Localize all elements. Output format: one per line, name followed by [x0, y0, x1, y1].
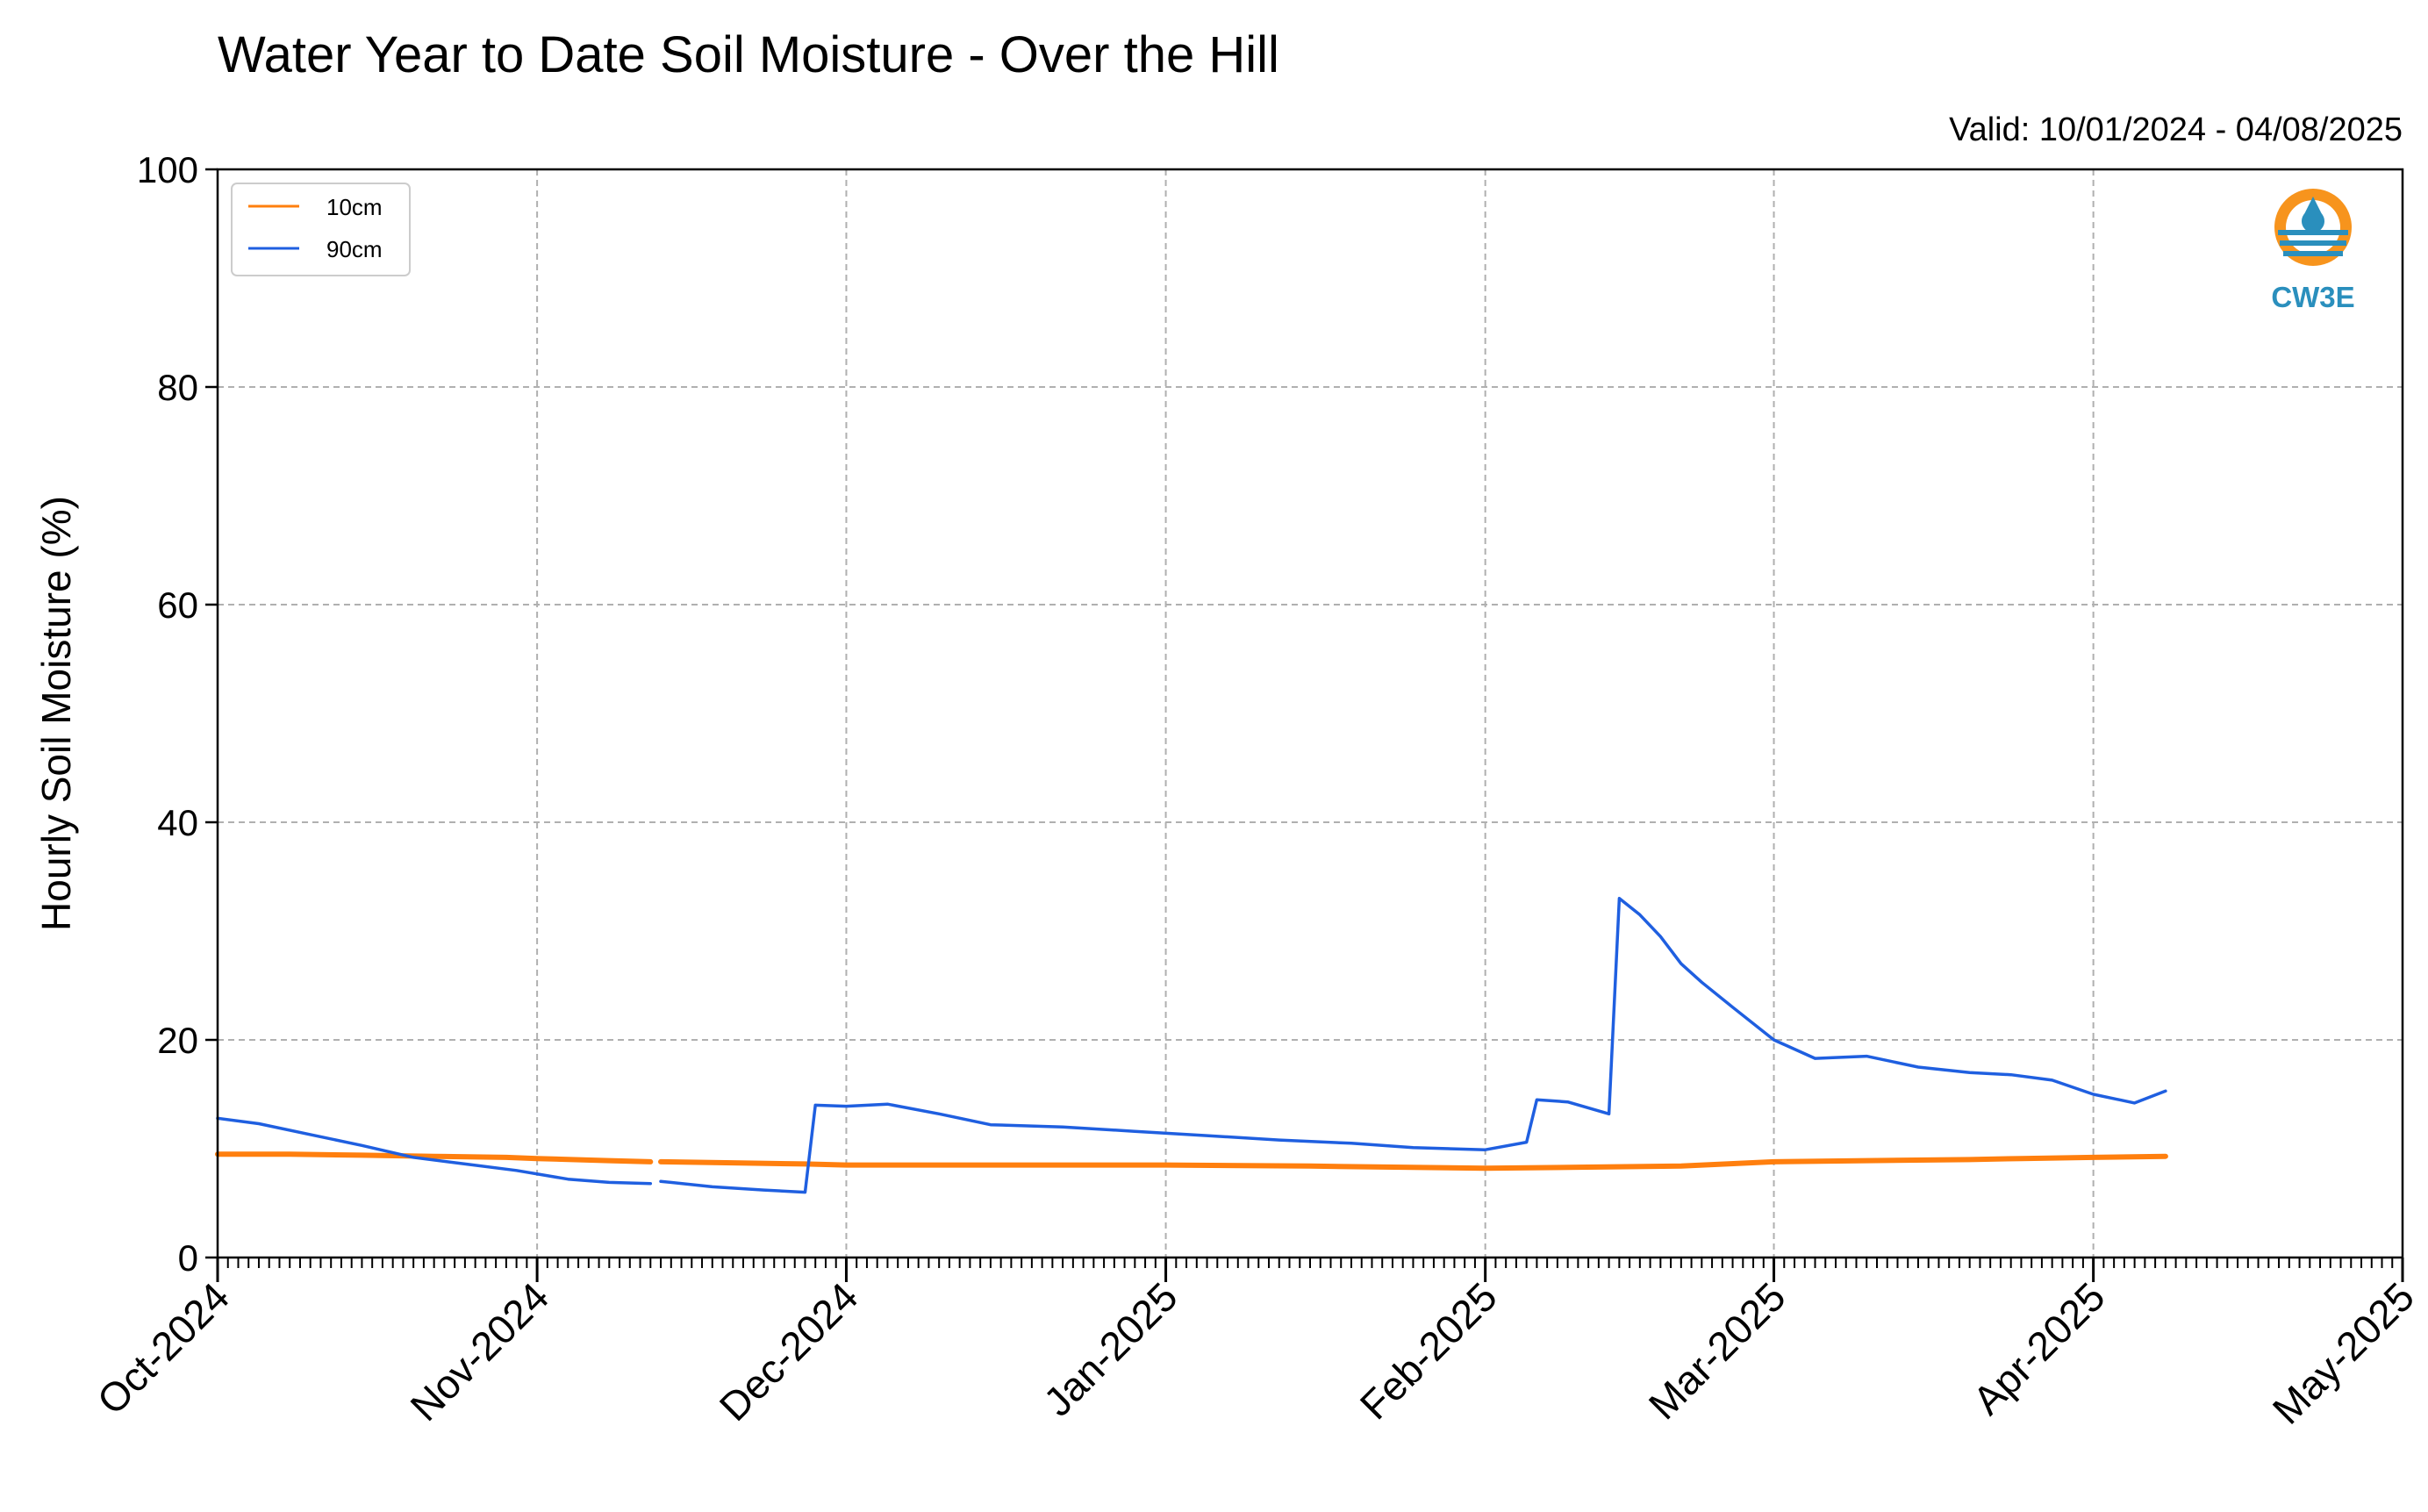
chart-subtitle: Valid: 10/01/2024 - 04/08/2025: [1949, 111, 2403, 148]
series-line-10cm: [658, 1153, 2168, 1172]
x-tick-label: Nov-2024: [401, 1273, 557, 1430]
x-axis: Oct-2024 Nov-2024 Dec-2024 Jan-2025 Feb-2025…: [89, 1258, 2423, 1433]
y-tick-label: 60: [157, 584, 198, 626]
cw3e-logo: CW3E: [2271, 189, 2355, 313]
legend-box: [231, 183, 411, 276]
grid: [218, 169, 2403, 1258]
x-tick-label: Apr-2025: [1964, 1273, 2114, 1423]
x-tick-label: Mar-2025: [1640, 1273, 1794, 1428]
series-line-90cm: [216, 1116, 653, 1186]
y-tick-label: 40: [157, 802, 198, 843]
series-line-10cm: [215, 1151, 654, 1164]
legend-label-10cm: 10cm: [326, 194, 383, 220]
x-tick-label: Jan-2025: [1035, 1273, 1185, 1424]
legend-label-90cm: 90cm: [326, 236, 383, 262]
y-tick-label: 100: [137, 149, 198, 190]
logo-text: CW3E: [2271, 281, 2354, 313]
y-axis: 0 20 40 60 80 100: [137, 149, 218, 1279]
y-axis-label: Hourly Soil Moisture (%): [33, 496, 79, 931]
y-tick-label: 0: [178, 1237, 198, 1279]
chart-title: Water Year to Date Soil Moisture - Over …: [218, 26, 1279, 83]
series-group: [215, 897, 2168, 1194]
y-tick-label: 80: [157, 367, 198, 408]
logo-drop-tip: [2303, 197, 2323, 216]
x-tick-label: Feb-2025: [1351, 1273, 1506, 1428]
series-line-90cm: [659, 897, 2167, 1194]
plot-frame: [216, 168, 2404, 1259]
x-tick-label: May-2025: [2264, 1273, 2423, 1432]
y-tick-label: 20: [157, 1020, 198, 1061]
x-tick-label: Oct-2024: [89, 1273, 239, 1423]
x-tick-label: Dec-2024: [711, 1273, 867, 1430]
legend: 10cm 90cm: [231, 183, 411, 276]
logo-waves: [2278, 230, 2348, 256]
